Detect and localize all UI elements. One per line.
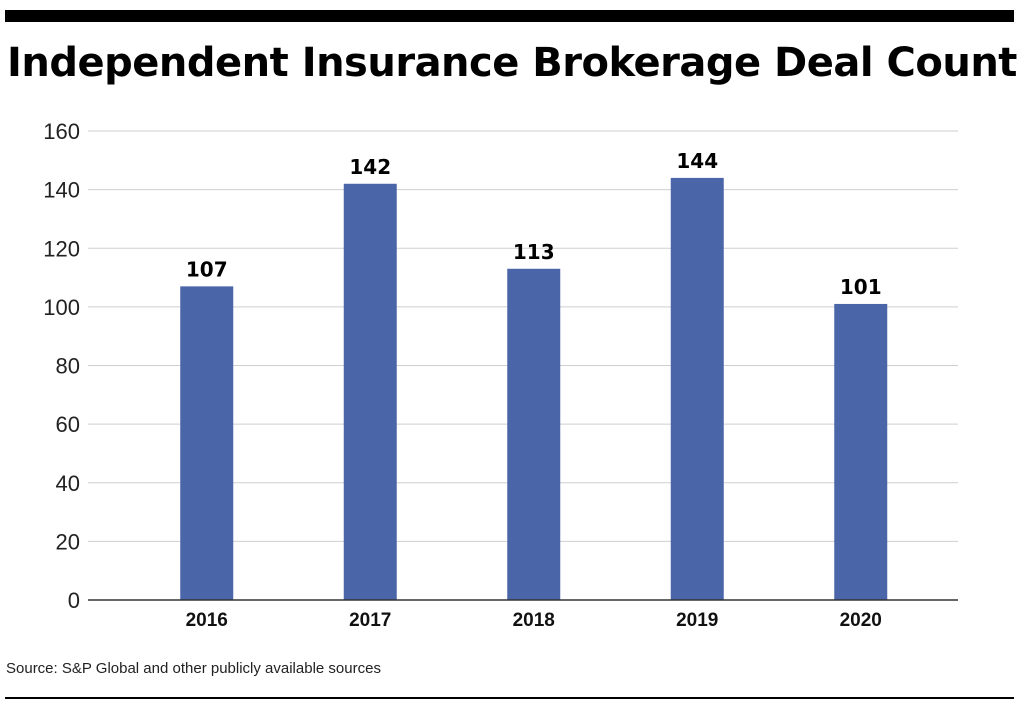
data-label: 101	[840, 275, 882, 299]
x-tick-label: 2016	[186, 610, 228, 631]
x-tick-label: 2018	[513, 610, 555, 631]
top-rule	[5, 10, 1014, 22]
y-tick-label: 0	[68, 588, 80, 613]
x-tick-label: 2019	[676, 610, 718, 631]
y-tick-label: 100	[43, 295, 80, 320]
y-tick-label: 160	[43, 119, 80, 144]
data-label: 107	[186, 257, 228, 281]
y-tick-label: 20	[56, 529, 80, 554]
x-tick-label: 2017	[349, 610, 391, 631]
y-tick-label: 40	[56, 471, 80, 496]
bar	[343, 183, 397, 600]
source-note: Source: S&P Global and other publicly av…	[6, 660, 381, 677]
y-tick-label: 140	[43, 178, 80, 203]
x-tick-label: 2020	[840, 610, 882, 631]
y-tick-label: 120	[43, 236, 80, 261]
bar	[180, 286, 234, 600]
bottom-rule	[5, 697, 1014, 699]
bar	[670, 177, 724, 600]
bar	[834, 303, 888, 600]
data-label: 144	[676, 149, 718, 173]
y-tick-label: 60	[56, 412, 80, 437]
y-tick-label: 80	[56, 354, 80, 379]
data-label: 142	[349, 155, 391, 179]
data-label: 113	[513, 240, 555, 264]
bar	[507, 268, 561, 600]
chart-title: Independent Insurance Brokerage Deal Cou…	[7, 40, 1017, 86]
